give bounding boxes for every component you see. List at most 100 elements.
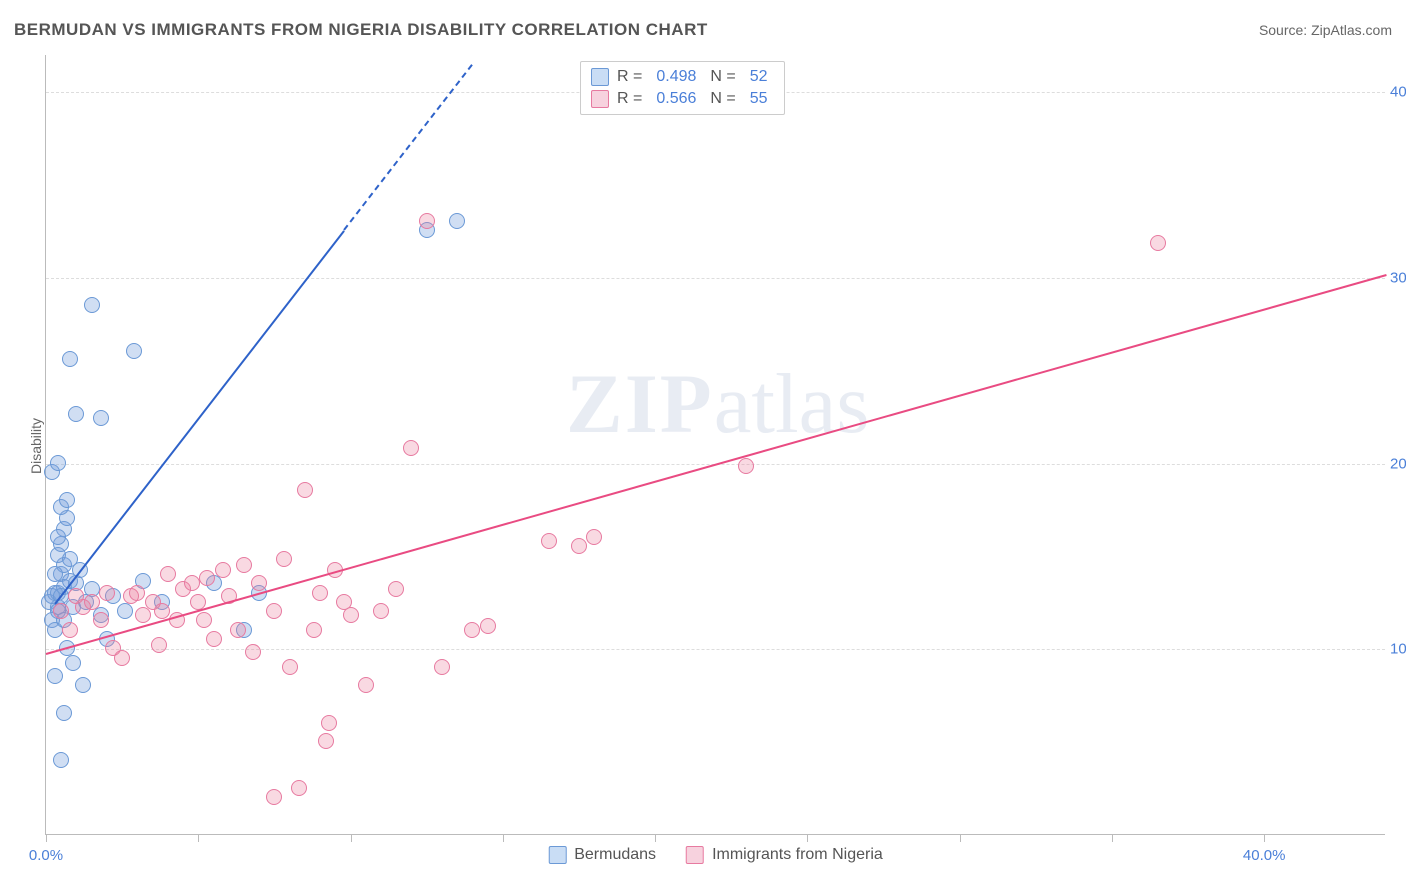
n-value: 55 bbox=[744, 90, 774, 108]
scatter-point bbox=[53, 603, 69, 619]
n-label: N = bbox=[710, 68, 735, 86]
watermark: ZIPatlas bbox=[566, 355, 869, 453]
x-tick-label: 0.0% bbox=[29, 847, 63, 864]
scatter-point bbox=[343, 607, 359, 623]
scatter-point bbox=[129, 585, 145, 601]
scatter-point bbox=[114, 650, 130, 666]
scatter-point bbox=[160, 566, 176, 582]
scatter-point bbox=[480, 618, 496, 634]
scatter-point bbox=[126, 343, 142, 359]
scatter-point bbox=[403, 440, 419, 456]
scatter-point bbox=[571, 538, 587, 554]
x-tick bbox=[960, 834, 961, 842]
scatter-point bbox=[306, 622, 322, 638]
scatter-point bbox=[236, 557, 252, 573]
x-tick bbox=[655, 834, 656, 842]
scatter-point bbox=[1150, 235, 1166, 251]
scatter-point bbox=[196, 612, 212, 628]
scatter-point bbox=[47, 566, 63, 582]
correlation-legend: R = 0.498 N = 52 R = 0.566 N = 55 bbox=[580, 61, 785, 115]
scatter-point bbox=[388, 581, 404, 597]
scatter-point bbox=[62, 351, 78, 367]
scatter-point bbox=[245, 644, 261, 660]
x-tick bbox=[807, 834, 808, 842]
scatter-point bbox=[53, 752, 69, 768]
n-value: 52 bbox=[744, 68, 774, 86]
scatter-point bbox=[184, 575, 200, 591]
scatter-point bbox=[93, 410, 109, 426]
scatter-point bbox=[449, 213, 465, 229]
source-attribution: Source: ZipAtlas.com bbox=[1259, 22, 1392, 38]
scatter-point bbox=[586, 529, 602, 545]
scatter-point bbox=[276, 551, 292, 567]
trend-line bbox=[344, 65, 473, 231]
scatter-point bbox=[266, 603, 282, 619]
scatter-point bbox=[47, 668, 63, 684]
y-tick-label: 10.0% bbox=[1390, 641, 1406, 658]
scatter-point bbox=[464, 622, 480, 638]
scatter-point bbox=[297, 482, 313, 498]
correlation-row: R = 0.566 N = 55 bbox=[591, 88, 774, 110]
x-tick-label: 40.0% bbox=[1243, 847, 1286, 864]
scatter-point bbox=[282, 659, 298, 675]
chart-header: BERMUDAN VS IMMIGRANTS FROM NIGERIA DISA… bbox=[14, 20, 1392, 40]
scatter-point bbox=[321, 715, 337, 731]
y-tick-label: 30.0% bbox=[1390, 269, 1406, 286]
r-value: 0.566 bbox=[650, 90, 702, 108]
scatter-point bbox=[291, 780, 307, 796]
x-tick bbox=[1112, 834, 1113, 842]
series-legend: Bermudans Immigrants from Nigeria bbox=[548, 846, 883, 864]
scatter-point bbox=[738, 458, 754, 474]
scatter-point bbox=[215, 562, 231, 578]
x-tick bbox=[1264, 834, 1265, 842]
scatter-point bbox=[62, 622, 78, 638]
scatter-point bbox=[206, 631, 222, 647]
scatter-point bbox=[93, 612, 109, 628]
r-label: R = bbox=[617, 68, 642, 86]
scatter-point bbox=[434, 659, 450, 675]
legend-swatch bbox=[591, 68, 609, 86]
scatter-point bbox=[117, 603, 133, 619]
r-value: 0.498 bbox=[650, 68, 702, 86]
scatter-point bbox=[419, 213, 435, 229]
n-label: N = bbox=[710, 90, 735, 108]
x-tick bbox=[46, 834, 47, 842]
scatter-point bbox=[84, 594, 100, 610]
y-axis-label: Disability bbox=[28, 418, 44, 474]
legend-swatch bbox=[548, 846, 566, 864]
legend-swatch bbox=[591, 90, 609, 108]
scatter-point bbox=[56, 705, 72, 721]
scatter-point bbox=[358, 677, 374, 693]
legend-item: Bermudans bbox=[548, 846, 656, 864]
legend-item: Immigrants from Nigeria bbox=[686, 846, 883, 864]
scatter-point bbox=[373, 603, 389, 619]
x-tick bbox=[351, 834, 352, 842]
scatter-point bbox=[68, 588, 84, 604]
legend-label: Bermudans bbox=[574, 846, 656, 864]
scatter-point bbox=[266, 789, 282, 805]
scatter-point bbox=[251, 575, 267, 591]
scatter-point bbox=[99, 585, 115, 601]
trend-line bbox=[46, 274, 1387, 655]
scatter-point bbox=[312, 585, 328, 601]
scatter-point bbox=[230, 622, 246, 638]
scatter-point bbox=[75, 677, 91, 693]
legend-swatch bbox=[686, 846, 704, 864]
scatter-point bbox=[68, 406, 84, 422]
gridline bbox=[46, 278, 1385, 279]
scatter-point bbox=[84, 297, 100, 313]
y-tick-label: 40.0% bbox=[1390, 84, 1406, 101]
scatter-point bbox=[50, 455, 66, 471]
scatter-chart: ZIPatlas 10.0%20.0%30.0%40.0%0.0%40.0%R … bbox=[45, 55, 1385, 835]
scatter-point bbox=[318, 733, 334, 749]
scatter-point bbox=[199, 570, 215, 586]
r-label: R = bbox=[617, 90, 642, 108]
scatter-point bbox=[59, 492, 75, 508]
x-tick bbox=[503, 834, 504, 842]
y-tick-label: 20.0% bbox=[1390, 455, 1406, 472]
scatter-point bbox=[65, 655, 81, 671]
scatter-point bbox=[154, 603, 170, 619]
scatter-point bbox=[151, 637, 167, 653]
scatter-point bbox=[50, 529, 66, 545]
legend-label: Immigrants from Nigeria bbox=[712, 846, 883, 864]
